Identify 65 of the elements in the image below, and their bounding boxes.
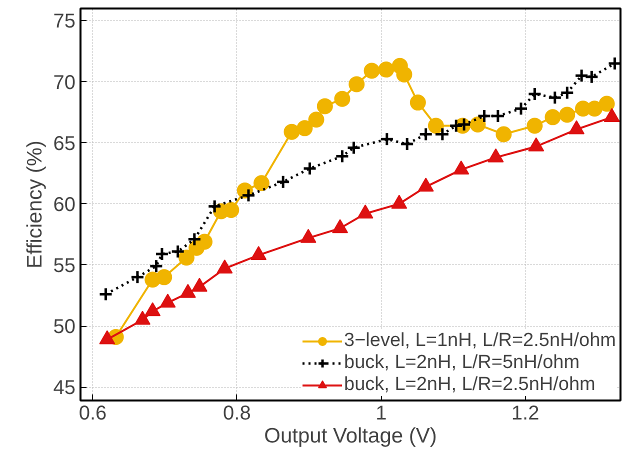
point bbox=[470, 116, 486, 132]
point bbox=[154, 246, 170, 262]
point bbox=[598, 96, 615, 112]
point bbox=[526, 118, 543, 134]
point bbox=[156, 269, 172, 286]
y-tick-label: 60 bbox=[53, 194, 76, 216]
point bbox=[253, 175, 270, 192]
point bbox=[544, 109, 561, 126]
point bbox=[130, 270, 145, 284]
point bbox=[378, 62, 394, 78]
y-tick-label: 65 bbox=[53, 132, 76, 155]
x-tick-label: 0.8 bbox=[223, 402, 251, 424]
point bbox=[223, 202, 240, 218]
point bbox=[296, 120, 313, 136]
point bbox=[548, 90, 562, 105]
x-axis-title: Output Voltage (V) bbox=[264, 424, 437, 448]
point bbox=[428, 118, 444, 134]
point bbox=[560, 86, 574, 100]
y-tick-label: 55 bbox=[53, 254, 76, 277]
point bbox=[527, 86, 542, 102]
legend-label: buck, L=2nH, L/R=5nH/ohm bbox=[344, 352, 580, 374]
x-tick-label: 1.2 bbox=[511, 402, 540, 424]
point bbox=[490, 108, 506, 124]
point bbox=[364, 62, 380, 79]
point bbox=[584, 70, 599, 84]
y-tick-label: 50 bbox=[53, 316, 76, 338]
point bbox=[241, 188, 256, 203]
point bbox=[170, 244, 186, 259]
point bbox=[346, 140, 361, 155]
point bbox=[410, 94, 426, 111]
y-tick-label: 70 bbox=[53, 72, 76, 94]
point bbox=[400, 136, 414, 152]
point bbox=[514, 101, 528, 116]
point bbox=[276, 174, 290, 190]
point bbox=[207, 199, 222, 214]
point bbox=[187, 232, 202, 247]
point bbox=[435, 127, 450, 142]
point bbox=[476, 108, 492, 124]
point bbox=[334, 90, 350, 107]
y-axis-title: Efficiency (%) bbox=[23, 140, 46, 268]
point bbox=[586, 100, 603, 117]
point bbox=[284, 124, 300, 140]
point bbox=[574, 68, 589, 83]
y-tick-label: 45 bbox=[53, 377, 76, 400]
point bbox=[98, 287, 113, 302]
legend-label: 3−level, L=1nH, L/R=2.5nH/ohm bbox=[344, 330, 616, 352]
legend-label: buck, L=2nH, L/R=2.5nH/ohm bbox=[344, 374, 596, 396]
point bbox=[380, 132, 394, 146]
point bbox=[496, 126, 512, 142]
point bbox=[302, 161, 318, 176]
y-tick-label: 75 bbox=[53, 10, 76, 33]
point bbox=[348, 76, 365, 92]
point bbox=[396, 66, 412, 82]
point bbox=[418, 127, 434, 142]
point bbox=[178, 250, 194, 266]
point bbox=[316, 98, 333, 114]
point bbox=[607, 56, 620, 71]
x-tick-label: 1 bbox=[376, 402, 387, 424]
point bbox=[148, 258, 164, 274]
point bbox=[308, 112, 324, 128]
x-tick-label: 0.6 bbox=[78, 402, 107, 424]
point bbox=[559, 106, 576, 123]
point bbox=[448, 118, 464, 133]
point bbox=[334, 149, 350, 164]
point bbox=[196, 234, 213, 250]
